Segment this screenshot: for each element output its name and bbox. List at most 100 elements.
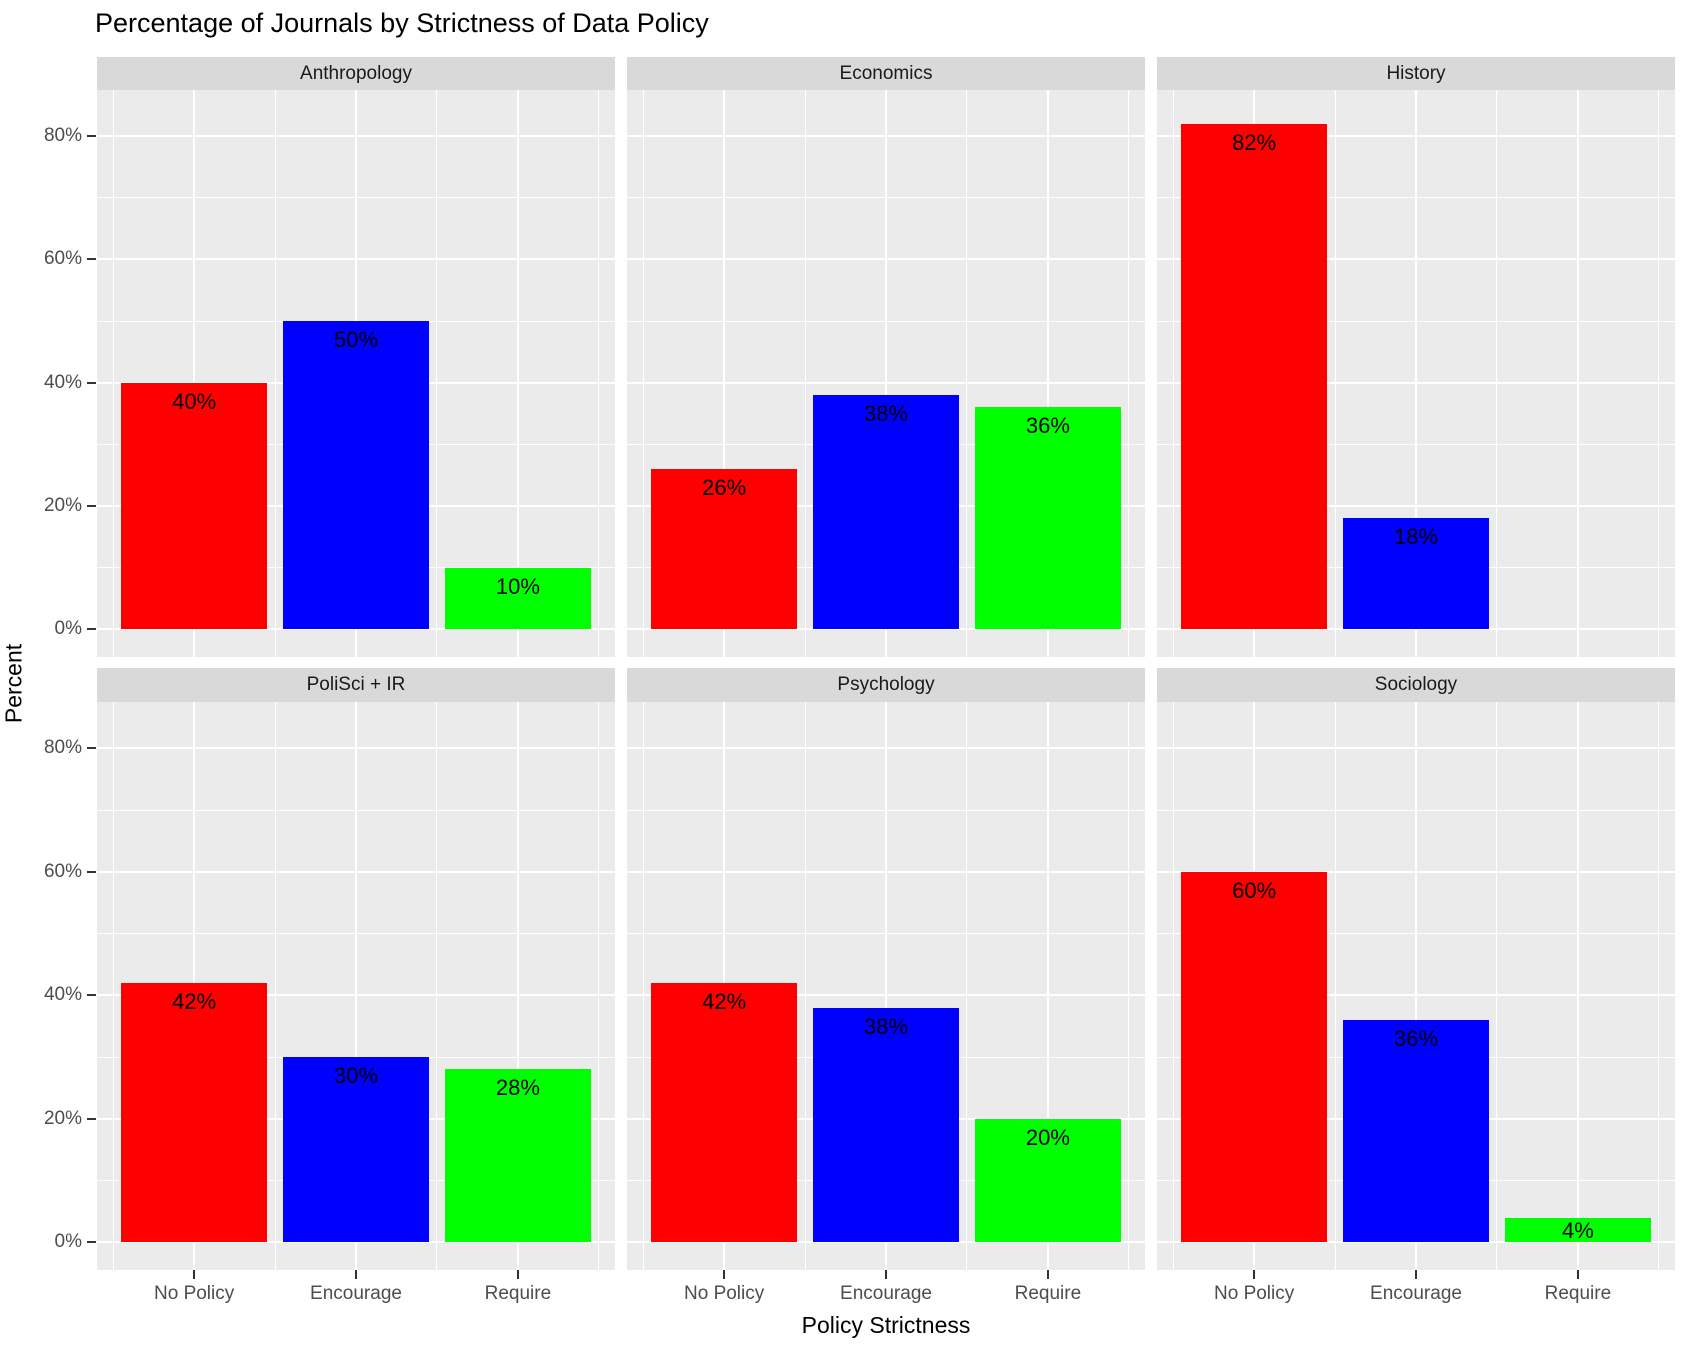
facet-strip-psychology: Psychology (627, 668, 1145, 702)
x-tick-mark (193, 1270, 196, 1279)
facet-panel-economics: 26% 38% 36% (627, 90, 1145, 657)
x-tick-mark (723, 1270, 726, 1279)
gridline-major (516, 90, 519, 657)
facet-strip-label: PoliSci + IR (306, 674, 406, 695)
gridline-minor (1334, 702, 1336, 1270)
bar-value-label: 26% (702, 475, 747, 501)
bar-psychology-no-policy (651, 982, 797, 1243)
facet-panel-psychology: 42% 38% 20% (627, 702, 1145, 1270)
gridline-minor (642, 702, 644, 1270)
bar-anthropology-require (445, 567, 591, 630)
y-tick-label: 0% (54, 1231, 82, 1253)
gridline-minor (598, 702, 600, 1270)
x-tick-mark (1576, 1270, 1579, 1279)
bar-value-label: 50% (333, 327, 379, 353)
gridline-minor (966, 90, 968, 657)
bar-value-label: 4% (1561, 1217, 1594, 1243)
bar-value-label: 42% (702, 988, 747, 1014)
bar-value-label: 42% (172, 988, 217, 1014)
bar-value-label: 36% (1393, 1025, 1439, 1051)
gridline-minor (1128, 90, 1130, 657)
bar-value-label: 60% (1232, 877, 1277, 903)
y-tick-mark (87, 505, 96, 507)
gridline-major (1576, 90, 1579, 657)
gridline-major (1415, 90, 1417, 657)
gridline-minor (112, 90, 114, 657)
facet-panel-history: 82% 18% (1157, 90, 1675, 657)
gridline-minor (436, 702, 438, 1270)
y-tick-mark (87, 747, 96, 750)
gridline-major (1046, 702, 1049, 1270)
gridline-minor (804, 90, 806, 657)
bar-economics-require (975, 407, 1121, 630)
x-tick-label: No Policy (154, 1283, 235, 1304)
x-tick-label: Require (1014, 1283, 1082, 1304)
y-tick-mark (87, 870, 96, 873)
y-tick-mark (87, 258, 96, 261)
gridline-minor (1334, 90, 1336, 657)
bar-polisci-ir-no-policy (121, 982, 267, 1243)
facet-panel-anthropology: 40% 50% 10% (97, 90, 615, 657)
bar-value-label: 38% (863, 1013, 909, 1039)
bar-sociology-encourage (1343, 1019, 1489, 1243)
gridline-minor (1496, 702, 1498, 1270)
bar-value-label: 20% (1025, 1124, 1070, 1150)
gridline-major (1576, 702, 1579, 1270)
x-tick-label: Encourage (310, 1283, 402, 1304)
y-tick-mark (87, 1117, 96, 1120)
bar-psychology-encourage (813, 1007, 959, 1243)
gridline-minor (1172, 702, 1174, 1270)
gridline-minor (112, 702, 114, 1270)
bar-value-label: 30% (333, 1063, 379, 1088)
bar-economics-no-policy (651, 469, 797, 630)
y-tick-mark (87, 1241, 96, 1244)
gridline-major (516, 702, 519, 1270)
bar-polisci-ir-require (445, 1069, 591, 1243)
x-tick-label: Require (1544, 1283, 1612, 1304)
bar-history-no-policy (1181, 123, 1327, 630)
x-tick-mark (1253, 1270, 1256, 1279)
bar-value-label: 82% (1232, 129, 1277, 155)
x-axis-title: Policy Strictness (801, 1312, 971, 1338)
y-tick-label: 40% (43, 984, 82, 1006)
bar-value-label: 10% (495, 573, 540, 599)
x-tick-mark (1415, 1270, 1417, 1279)
gridline-major (885, 90, 887, 657)
facet-strip-economics: Economics (627, 57, 1145, 91)
facet-strip-label: Sociology (1374, 674, 1458, 695)
x-tick-label: No Policy (684, 1283, 765, 1304)
bar-sociology-no-policy (1181, 871, 1327, 1243)
gridline-minor (1658, 702, 1660, 1270)
gridline-major (355, 702, 357, 1270)
bar-anthropology-encourage (283, 321, 429, 630)
y-tick-label: 20% (43, 1107, 82, 1129)
facet-strip-history: History (1157, 57, 1675, 91)
y-tick-mark (87, 381, 96, 384)
x-tick-label: Encourage (1370, 1283, 1462, 1304)
y-tick-label: 40% (43, 371, 82, 393)
x-tick-label: No Policy (1214, 1283, 1295, 1304)
x-tick-label: Encourage (840, 1283, 932, 1304)
y-tick-mark (87, 135, 96, 138)
gridline-minor (274, 90, 276, 657)
gridline-minor (598, 90, 600, 657)
plot-title: Percentage of Journals by Strictness of … (95, 8, 709, 38)
gridline-minor (1496, 90, 1498, 657)
bar-value-label: 36% (1025, 413, 1070, 439)
gridline-minor (804, 702, 806, 1270)
x-tick-label: Require (484, 1283, 552, 1304)
x-tick-mark (1046, 1270, 1049, 1279)
bar-value-label: 28% (495, 1075, 540, 1101)
gridline-major (723, 90, 726, 657)
gridline-minor (1658, 90, 1660, 657)
facet-panel-polisci-ir: 42% 30% 28% (97, 702, 615, 1270)
y-tick-mark (87, 628, 96, 631)
gridline-major (885, 702, 887, 1270)
facet-strip-anthropology: Anthropology (97, 57, 615, 91)
y-tick-mark (87, 994, 96, 997)
x-tick-mark (516, 1270, 519, 1279)
gridline-minor (436, 90, 438, 657)
y-tick-label: 80% (43, 125, 82, 147)
y-tick-label: 60% (43, 860, 82, 882)
